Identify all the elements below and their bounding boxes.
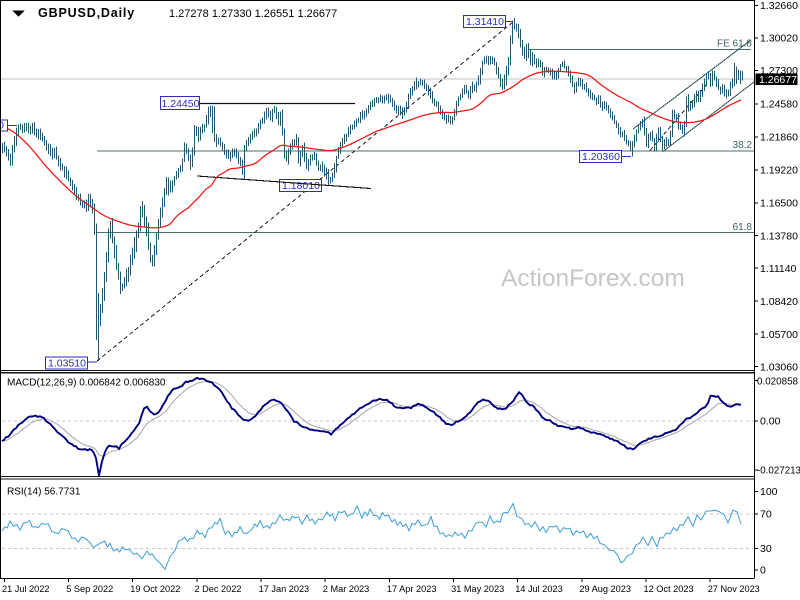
svg-text:1.03510: 1.03510 <box>48 358 86 370</box>
svg-text:MACD(12,26,9) 0.006842 0.00683: MACD(12,26,9) 0.006842 0.006830 <box>7 378 166 389</box>
svg-text:1.03060: 1.03060 <box>760 361 798 373</box>
svg-text:70: 70 <box>760 509 772 521</box>
svg-text:17 Jan 2023: 17 Jan 2023 <box>259 584 310 594</box>
svg-text:38.2: 38.2 <box>733 140 753 151</box>
svg-text:2 Dec 2022: 2 Dec 2022 <box>195 584 242 594</box>
svg-text:19 Oct 2022: 19 Oct 2022 <box>130 584 180 594</box>
svg-text:100: 100 <box>760 486 778 498</box>
svg-text:1.11140: 1.11140 <box>760 263 797 275</box>
svg-text:RSI(14) 56.7731: RSI(14) 56.7731 <box>7 487 81 498</box>
svg-text:1.24450: 1.24450 <box>162 98 200 110</box>
svg-text:0: 0 <box>760 565 766 577</box>
svg-text:1.21860: 1.21860 <box>760 132 798 144</box>
svg-text:21 Jul 2022: 21 Jul 2022 <box>2 584 50 594</box>
svg-text:17 Apr 2023: 17 Apr 2023 <box>387 584 437 594</box>
svg-text:1.16500: 1.16500 <box>760 198 798 210</box>
svg-text:-0.027213: -0.027213 <box>757 465 800 477</box>
svg-text:30: 30 <box>760 543 772 555</box>
svg-text:1.27278 1.27330 1.26551 1.2667: 1.27278 1.27330 1.26551 1.26677 <box>169 8 337 20</box>
svg-text:FE 61.8: FE 61.8 <box>717 39 752 50</box>
svg-text:1.22540: 1.22540 <box>0 120 4 132</box>
svg-text:1.26677: 1.26677 <box>759 74 797 86</box>
svg-text:1.08420: 1.08420 <box>760 296 798 308</box>
svg-text:29 Aug 2023: 29 Aug 2023 <box>579 584 631 594</box>
svg-text:0.00: 0.00 <box>760 416 781 428</box>
svg-text:2 Mar 2023: 2 Mar 2023 <box>323 584 369 594</box>
svg-text:31 May 2023: 31 May 2023 <box>451 584 504 594</box>
svg-text:1.32660: 1.32660 <box>760 0 798 12</box>
svg-text:ActionForex.com: ActionForex.com <box>501 265 685 292</box>
svg-text:5 Sep 2022: 5 Sep 2022 <box>66 584 113 594</box>
svg-text:12 Oct 2023: 12 Oct 2023 <box>644 584 694 594</box>
svg-text:1.31410: 1.31410 <box>466 16 504 28</box>
svg-text:27 Nov 2023: 27 Nov 2023 <box>708 584 760 594</box>
svg-text:0.020858: 0.020858 <box>757 375 798 387</box>
svg-text:1.24580: 1.24580 <box>760 99 798 111</box>
svg-text:1.05700: 1.05700 <box>760 329 798 341</box>
svg-text:1.13780: 1.13780 <box>760 230 798 242</box>
svg-text:1.18010: 1.18010 <box>282 180 320 192</box>
svg-text:14 Jul 2023: 14 Jul 2023 <box>515 584 563 594</box>
svg-text:1.30020: 1.30020 <box>760 33 798 45</box>
svg-text:1.20360: 1.20360 <box>582 151 620 163</box>
svg-text:GBPUSD,Daily: GBPUSD,Daily <box>38 6 135 20</box>
svg-text:1.19220: 1.19220 <box>760 165 798 177</box>
svg-text:61.8: 61.8 <box>733 222 753 233</box>
